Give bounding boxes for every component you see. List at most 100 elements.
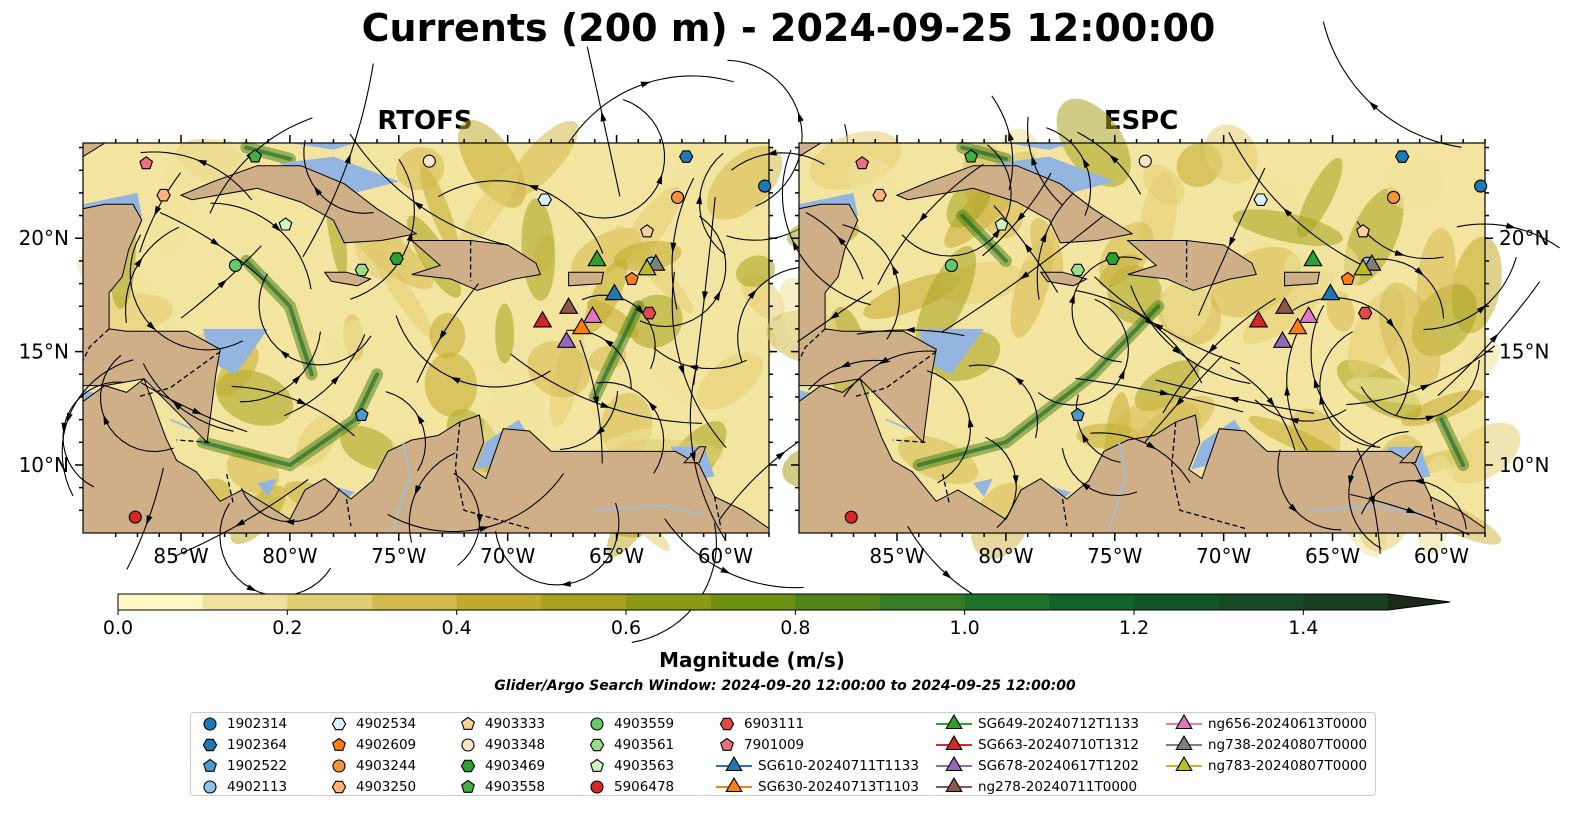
marker-SG649-20240712T1133[interactable] xyxy=(1303,249,1323,267)
marker-6903111[interactable] xyxy=(1357,306,1373,320)
marker-ng783-20240807T0000[interactable] xyxy=(637,258,657,276)
marker-1902522[interactable] xyxy=(354,407,369,421)
marker-SG649-20240712T1133[interactable] xyxy=(587,249,607,267)
legend-item-4903469[interactable]: 4903469 xyxy=(457,756,545,776)
marker-ng278-20240711T0000[interactable] xyxy=(558,296,579,314)
legend-marker[interactable] xyxy=(945,735,963,751)
legend-item-SG678-20240617T1202[interactable]: SG678-20240617T1202 xyxy=(936,756,1139,776)
legend-marker[interactable] xyxy=(1175,714,1193,730)
legend-marker[interactable] xyxy=(461,779,475,793)
legend-marker[interactable] xyxy=(203,758,217,772)
marker-SG678-20240617T1202[interactable] xyxy=(1272,331,1293,348)
marker-4903563[interactable] xyxy=(278,217,293,231)
legend-item-ng656-20240613T0000[interactable]: ng656-20240613T0000 xyxy=(1166,714,1367,734)
marker-5906478[interactable] xyxy=(128,510,142,524)
legend-marker[interactable] xyxy=(1175,756,1193,772)
marker-1902314[interactable] xyxy=(758,179,772,193)
legend-marker[interactable] xyxy=(461,716,475,730)
legend-item-4903348[interactable]: 4903348 xyxy=(457,735,545,755)
marker-5906478[interactable] xyxy=(844,510,858,524)
legend-marker[interactable] xyxy=(332,737,346,751)
legend-marker[interactable] xyxy=(460,759,476,773)
legend-item-SG663-20240710T1312[interactable]: SG663-20240710T1312 xyxy=(936,735,1139,755)
marker-4903333[interactable] xyxy=(1356,224,1370,238)
legend-marker[interactable] xyxy=(945,714,963,730)
legend-marker[interactable] xyxy=(332,759,346,773)
marker-4903250[interactable] xyxy=(872,188,887,202)
marker-4902534[interactable] xyxy=(537,193,552,206)
legend-marker[interactable] xyxy=(725,777,743,793)
legend-item-4902534[interactable]: 4902534 xyxy=(328,714,416,734)
legend-marker[interactable] xyxy=(331,717,347,731)
marker-1902364[interactable] xyxy=(1394,150,1410,163)
marker-SG630-20240713T1103[interactable] xyxy=(1287,317,1308,335)
map-panel-espc[interactable]: 85°W 80°W 75°W 70°W 65°W 60°W 20°N 15°N 10°N xyxy=(730,21,1560,610)
legend-item-4902609[interactable]: 4902609 xyxy=(328,735,416,755)
marker-4903348[interactable] xyxy=(1138,154,1152,168)
marker-1902314[interactable] xyxy=(1474,179,1488,193)
legend-item-4903561[interactable]: 4903561 xyxy=(586,735,674,755)
marker-4902534[interactable] xyxy=(1253,193,1268,206)
legend-marker[interactable] xyxy=(725,756,743,772)
marker-4903561[interactable] xyxy=(1070,263,1086,277)
marker-SG630-20240713T1103[interactable] xyxy=(571,317,592,335)
marker-4903558[interactable] xyxy=(248,149,262,163)
marker-4903559[interactable] xyxy=(944,258,958,272)
legend-marker[interactable] xyxy=(590,758,604,772)
marker-1902522[interactable] xyxy=(1070,407,1085,421)
legend-marker[interactable] xyxy=(719,717,735,731)
marker-4903250[interactable] xyxy=(156,188,171,202)
legend-item-SG630-20240713T1103[interactable]: SG630-20240713T1103 xyxy=(716,777,919,797)
marker-ng656-20240613T0000[interactable] xyxy=(582,306,603,323)
marker-4902609[interactable] xyxy=(1340,271,1355,285)
marker-4903469[interactable] xyxy=(1105,252,1120,265)
legend-item-4902113[interactable]: 4902113 xyxy=(199,777,287,797)
legend-item-ng738-20240807T0000[interactable]: ng738-20240807T0000 xyxy=(1166,735,1367,755)
marker-4903244[interactable] xyxy=(670,190,685,204)
legend-marker[interactable] xyxy=(945,777,963,793)
legend-marker[interactable] xyxy=(589,738,605,752)
legend-item-1902522[interactable]: 1902522 xyxy=(199,756,287,776)
marker-4903333[interactable] xyxy=(640,224,654,238)
legend-item-4903333[interactable]: 4903333 xyxy=(457,714,545,734)
legend-marker[interactable] xyxy=(720,737,734,751)
marker-4903244[interactable] xyxy=(1386,190,1401,204)
marker-4903559[interactable] xyxy=(228,258,242,272)
marker-4903563[interactable] xyxy=(994,217,1009,231)
marker-ng656-20240613T0000[interactable] xyxy=(1298,306,1319,323)
marker-SG663-20240710T1312[interactable] xyxy=(1248,310,1269,328)
marker-7901009[interactable] xyxy=(855,156,870,170)
marker-4903469[interactable] xyxy=(389,252,404,265)
legend-item-4903563[interactable]: 4903563 xyxy=(586,756,674,776)
marker-SG663-20240710T1312[interactable] xyxy=(532,310,553,328)
legend-marker[interactable] xyxy=(203,717,217,731)
legend-marker[interactable] xyxy=(590,717,604,731)
legend-item-ng278-20240711T0000[interactable]: ng278-20240711T0000 xyxy=(936,777,1137,797)
legend-item-4903558[interactable]: 4903558 xyxy=(457,777,545,797)
legend-item-SG610-20240711T1133[interactable]: SG610-20240711T1133 xyxy=(716,756,919,776)
legend-marker[interactable] xyxy=(331,780,347,794)
legend-item-4903559[interactable]: 4903559 xyxy=(586,714,674,734)
marker-SG610-20240711T1133[interactable] xyxy=(604,283,625,301)
marker-ng783-20240807T0000[interactable] xyxy=(1353,258,1373,276)
marker-SG678-20240617T1202[interactable] xyxy=(556,331,577,348)
marker-1902364[interactable] xyxy=(678,150,694,163)
marker-4903348[interactable] xyxy=(422,154,436,168)
marker-SG610-20240711T1133[interactable] xyxy=(1320,283,1341,301)
marker-6903111[interactable] xyxy=(641,306,657,320)
legend-item-1902364[interactable]: 1902364 xyxy=(199,735,287,755)
legend-item-7901009[interactable]: 7901009 xyxy=(716,735,804,755)
legend-item-4903250[interactable]: 4903250 xyxy=(328,777,416,797)
legend-marker[interactable] xyxy=(1175,735,1193,751)
marker-4903558[interactable] xyxy=(964,149,978,163)
marker-7901009[interactable] xyxy=(139,156,154,170)
marker-4903561[interactable] xyxy=(354,263,370,277)
legend-item-4903244[interactable]: 4903244 xyxy=(328,756,416,776)
map-panel-rtofs[interactable]: 85°W 80°W 75°W 70°W 65°W 60°W 20°N 15°N 10°N xyxy=(19,46,850,643)
legend-item-6903111[interactable]: 6903111 xyxy=(716,714,804,734)
legend-item-1902314[interactable]: 1902314 xyxy=(199,714,287,734)
marker-4902609[interactable] xyxy=(624,271,639,285)
legend-marker[interactable] xyxy=(202,738,218,752)
legend-item-ng783-20240807T0000[interactable]: ng783-20240807T0000 xyxy=(1166,756,1367,776)
legend-item-5906478[interactable]: 5906478 xyxy=(586,777,674,797)
